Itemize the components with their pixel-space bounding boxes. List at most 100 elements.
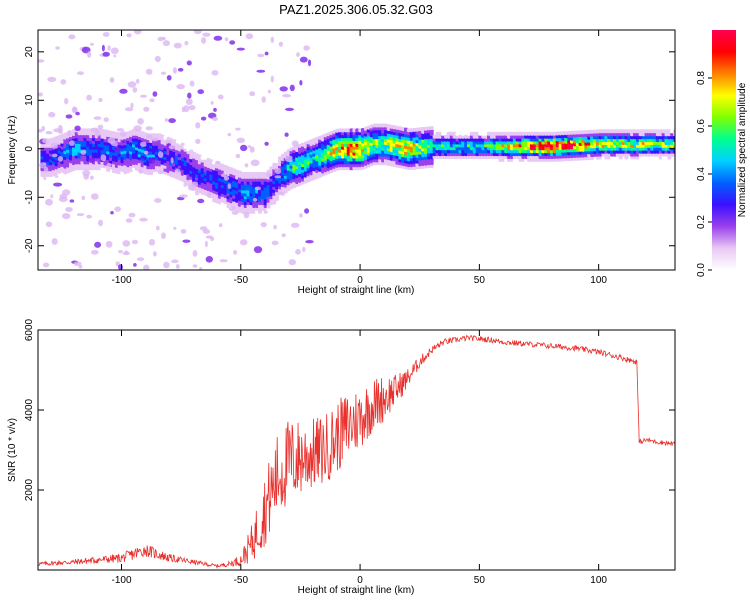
spectrogram-y-tick-label: 20 (24, 46, 35, 58)
spectrogram-noise-cell (53, 182, 63, 187)
spectrogram-noise-cell (42, 262, 50, 268)
spectrogram-y-axis-label: Frequency (Hz) (7, 116, 18, 185)
snr-x-tick-label: 100 (590, 575, 607, 586)
spectrogram-noise-cell (264, 51, 269, 56)
spectrogram-noise-cell (143, 106, 150, 112)
spectrogram-noise-cell (86, 94, 92, 101)
spectrogram-x-tick-label: 50 (474, 275, 486, 286)
colorbar-tick-label: 0.8 (696, 71, 707, 85)
spectrogram-noise-cell (210, 101, 214, 105)
spectrogram-noise-cell (43, 166, 49, 173)
spectrogram-noise-cell (236, 47, 245, 51)
spectrogram-noise-cell (244, 163, 249, 168)
spectrogram-noise-cell (51, 153, 58, 158)
spectrogram-cell (441, 131, 446, 136)
snr-series-line (38, 334, 675, 569)
spectrogram-cell (283, 189, 288, 194)
spectrogram-noise-cell (215, 160, 221, 164)
spectrogram-noise-cell (57, 156, 64, 162)
spectrogram-noise-cell (124, 250, 128, 255)
spectrogram-noise-cell (128, 212, 136, 218)
spectrogram-noise-cell (125, 218, 133, 223)
spectrogram-cells (38, 30, 675, 270)
spectrogram-noise-cell (249, 146, 255, 153)
colorbar-ticks: 0.0 0.2 0.4 0.6 0.8 (696, 71, 712, 277)
spectrogram-noise-cell (285, 155, 294, 163)
spectrogram-noise-cell (195, 138, 201, 144)
spectrogram-noise-cell (62, 189, 71, 196)
spectrogram-noise-cell (197, 89, 204, 95)
spectrogram-noise-cell (299, 213, 303, 218)
spectrogram-noise-cell (136, 78, 140, 84)
spectrogram-noise-cell (119, 88, 128, 94)
spectrogram-noise-cell (168, 145, 176, 150)
spectrogram-noise-cell (80, 150, 87, 156)
spectrogram-noise-cell (256, 69, 266, 73)
spectrogram-noise-cell (261, 96, 266, 103)
spectrogram-noise-cell (218, 223, 223, 228)
spectrogram-noise-cell (155, 225, 160, 231)
spectrogram-noise-cell (302, 246, 306, 253)
spectrogram-noise-cell (163, 261, 170, 269)
spectrogram-noise-cell (185, 98, 193, 106)
spectrogram-noise-cell (191, 181, 199, 187)
snr-x-ticks: -100 -50 0 50 100 (111, 330, 607, 586)
spectrogram-noise-cell (76, 213, 85, 217)
spectrogram-noise-cell (279, 86, 288, 92)
spectrogram-noise-cell (252, 197, 258, 202)
spectrogram-noise-cell (172, 67, 177, 74)
spectrogram-noise-cell (296, 52, 300, 57)
spectrogram-noise-cell (257, 53, 265, 58)
spectrogram-noise-cell (64, 98, 69, 105)
spectrogram-noise-cell (260, 222, 267, 228)
spectrogram-noise-cell (144, 150, 149, 155)
spectrogram-noise-cell (118, 264, 123, 270)
spectrogram-noise-cell (116, 128, 125, 132)
spectrogram-noise-cell (68, 34, 76, 40)
spectrogram-noise-cell (213, 107, 217, 112)
spectrogram-noise-cell (213, 35, 223, 41)
spectrogram-noise-cell (122, 240, 131, 247)
spectrogram-noise-cell (204, 240, 208, 248)
spectrogram-cell (189, 149, 194, 154)
spectrogram-noise-cell (93, 116, 102, 120)
spectrogram-noise-cell (133, 125, 142, 132)
colorbar-tick-label: 0.2 (696, 215, 707, 229)
spectrogram-noise-cell (299, 56, 308, 63)
spectrogram-noise-cell (114, 147, 122, 153)
spectrogram-noise-cell (200, 116, 207, 121)
spectrogram-noise-cell (175, 168, 181, 174)
spectrogram-y-tick-label: -20 (24, 238, 35, 253)
spectrogram-noise-cell (176, 84, 185, 90)
spectrogram-noise-cell (91, 249, 99, 255)
spectrogram-noise-cell (182, 239, 191, 243)
spectrogram-noise-cell (189, 80, 195, 87)
spectrogram-cell (590, 156, 595, 160)
spectrogram-noise-cell (48, 111, 56, 118)
spectrogram-noise-cell (295, 249, 301, 255)
spectrogram-noise-cell (227, 132, 232, 137)
spectrogram-noise-cell (55, 46, 60, 50)
spectrogram-noise-cell (170, 157, 174, 164)
spectrogram-cell (429, 164, 434, 168)
spectrogram-noise-cell (110, 211, 114, 215)
spectrogram-noise-cell (245, 33, 254, 40)
spectrogram-noise-cell (38, 92, 43, 97)
spectrogram-noise-cell (304, 208, 310, 214)
spectrogram-x-axis-label: Height of straight line (km) (298, 285, 415, 296)
spectrogram-noise-cell (299, 80, 303, 86)
spectrogram-noise-cell (75, 111, 80, 116)
colorbar-gradient (712, 30, 736, 270)
spectrogram-noise-cell (149, 98, 155, 103)
spectrogram-noise-cell (253, 246, 263, 254)
spectrogram-noise-cell (105, 240, 113, 248)
spectrogram-noise-cell (192, 264, 198, 268)
spectrogram-noise-cell (285, 107, 294, 111)
spectrogram-noise-cell (161, 36, 166, 41)
spectrogram-noise-cell (61, 213, 71, 220)
snr-background (38, 330, 675, 570)
spectrogram-cell (172, 139, 177, 144)
spectrogram-noise-cell (233, 249, 238, 255)
spectrogram-noise-cell (110, 140, 120, 147)
spectrogram-cell (455, 131, 460, 136)
